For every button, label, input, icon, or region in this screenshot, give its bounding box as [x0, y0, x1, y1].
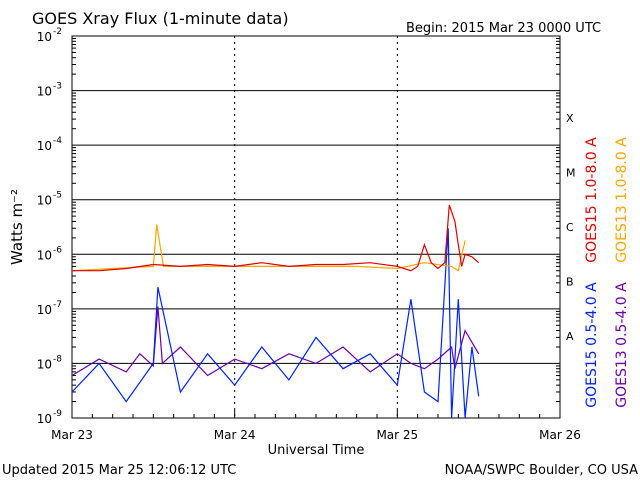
series-line: [72, 204, 480, 272]
y-axis-label: Watts m⁻²: [8, 189, 26, 265]
y-tick-label: 10: [37, 85, 52, 99]
y-tick-label: 10: [37, 412, 52, 426]
legend-entry: GOES13 0.5-4.0 A: [614, 282, 630, 408]
flare-class-label: M: [566, 166, 576, 179]
flare-class-label: X: [566, 112, 574, 125]
y-tick-exponent: -3: [53, 82, 62, 92]
y-tick-exponent: -2: [53, 27, 62, 37]
credit-text: NOAA/SWPC Boulder, CO USA: [445, 463, 638, 478]
begin-time: Begin: 2015 Mar 23 0000 UTC: [406, 21, 601, 36]
legend: GOES15 1.0-8.0 A GOES13 1.0-8.0 A GOES15 0…: [584, 137, 630, 408]
y-tick-exponent: -9: [53, 409, 62, 419]
legend-entry: GOES13 1.0-8.0 A: [614, 137, 630, 263]
series-line: [71, 228, 480, 419]
y-tick-exponent: -6: [53, 245, 62, 255]
chart-title: GOES Xray Flux (1-minute data): [32, 9, 289, 28]
y-tick-exponent: -8: [53, 354, 62, 364]
y-tick-label: 10: [37, 248, 52, 262]
y-tick-exponent: -7: [53, 300, 62, 310]
y-tick-label: 10: [37, 303, 52, 317]
y-axis-ticks: 10-210-310-410-510-610-710-810-9: [37, 27, 560, 426]
flare-class-label: C: [566, 221, 574, 234]
x-tick-label: Mar 23: [51, 428, 93, 442]
plot-area: [71, 35, 561, 419]
updated-time: Updated 2015 Mar 25 12:06:12 UTC: [2, 463, 236, 478]
x-tick-label: Mar 26: [539, 428, 581, 442]
data-series: [71, 204, 480, 419]
x-tick-label: Mar 24: [214, 428, 256, 442]
legend-entry: GOES15 1.0-8.0 A: [584, 137, 600, 263]
x-axis-ticks: Mar 23 Mar 24 Mar 25 Mar 26: [51, 410, 581, 442]
y-tick-label: 10: [37, 30, 52, 44]
y-tick-label: 10: [37, 357, 52, 371]
x-tick-label: Mar 25: [376, 428, 418, 442]
y-tick-label: 10: [37, 194, 52, 208]
y-tick-exponent: -4: [53, 136, 62, 146]
y-tick-label: 10: [37, 139, 52, 153]
flare-class-label: A: [566, 330, 574, 343]
flare-class-labels: X M C B A: [566, 112, 576, 343]
y-tick-exponent: -5: [53, 191, 62, 201]
flare-class-label: B: [566, 276, 574, 289]
x-axis-label: Universal Time: [268, 443, 365, 458]
series-line: [71, 306, 480, 377]
legend-entry: GOES15 0.5-4.0 A: [584, 282, 600, 408]
